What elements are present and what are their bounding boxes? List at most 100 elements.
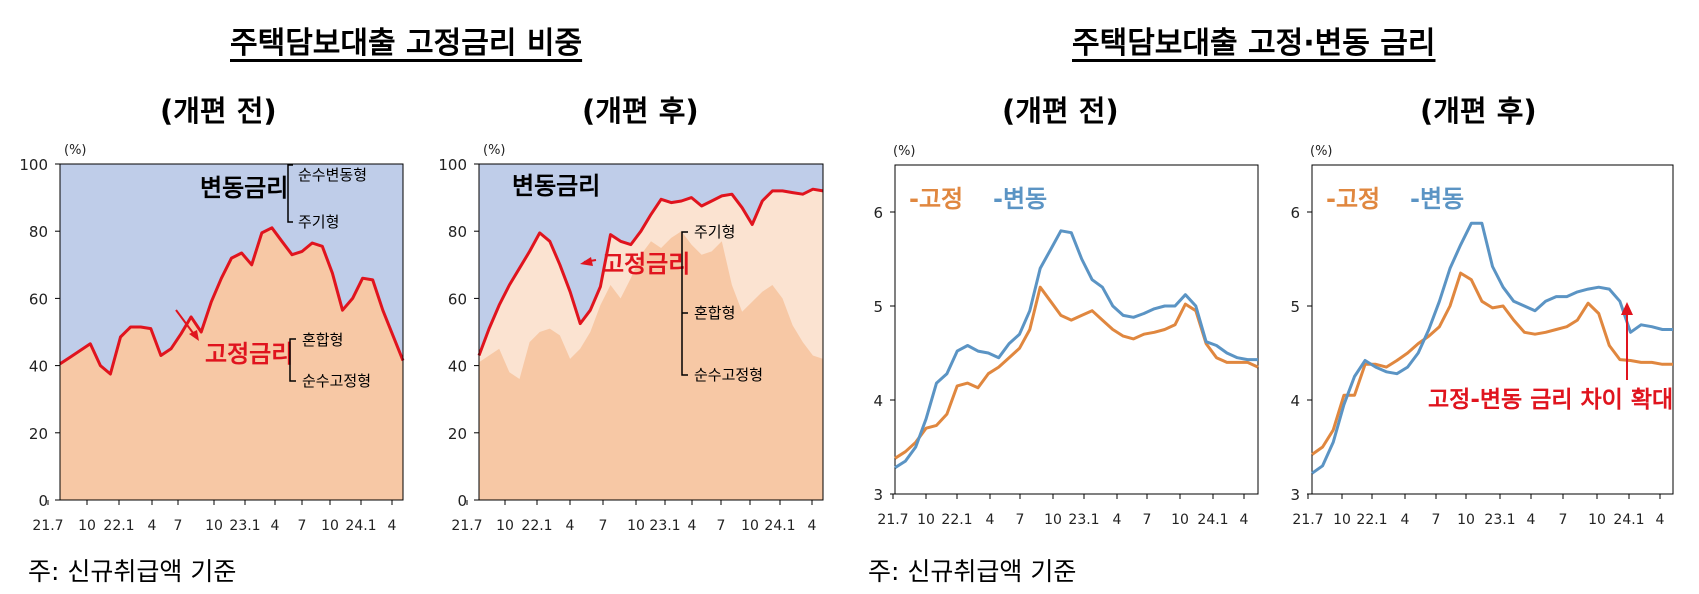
x-tick-label-2: 7 [717, 518, 726, 534]
x-tick-label-1: 7 [174, 518, 183, 534]
y-tick-label-2: 20 [448, 425, 467, 443]
x-tick-label-4: 23.1 [1484, 512, 1515, 528]
x-tick-label-1: 10 [205, 518, 223, 534]
fixed-sub-label-hybrid: 혼합형 [302, 331, 343, 349]
legend-fixed-4: -고정 [1326, 185, 1380, 213]
x-tick-label-4: 7 [1432, 512, 1441, 528]
y-tick-label-2: 100 [438, 156, 467, 174]
x-tick-label-4: 21.7 [1292, 512, 1323, 528]
subtitle-chart2: (개편 후) [582, 94, 699, 128]
y-tick-label-2: 60 [448, 290, 467, 308]
y-tick-label-3: 3 [873, 486, 883, 504]
fixed-rate-share-line [477, 187, 824, 357]
y-tick-label-1: 100 [19, 156, 48, 174]
y-tick-label-1: 40 [29, 358, 48, 376]
y-tick-label-3: 6 [873, 204, 883, 222]
spread-annotation: 고정-변동 금리 차이 확대 [1428, 387, 1673, 413]
x-tick-label-3: 10 [917, 512, 935, 528]
x-tick-label-1: 4 [388, 518, 397, 534]
y-tick-label-4: 6 [1290, 204, 1300, 222]
y-tick-label-1: 0 [38, 492, 48, 510]
x-tick-label-3: 7 [1143, 512, 1152, 528]
fixed-sub-label-cycle-2: 주기형 [694, 223, 735, 241]
fixed-rate-line-3 [894, 285, 1259, 460]
x-tick-label-3: 10 [1171, 512, 1189, 528]
x-tick-label-2: 7 [599, 518, 608, 534]
footnote-right: 주: 신규취급액 기준 [868, 557, 1077, 586]
fixed-rate-label-2: 고정금리 [602, 250, 690, 278]
fixed-label-arrowhead [189, 330, 199, 341]
x-tick-label-1: 4 [271, 518, 280, 534]
x-tick-label-1: 4 [148, 518, 157, 534]
plot-frame-2 [478, 163, 824, 501]
y-tick-label-3: 4 [873, 392, 883, 410]
cycle-type-band [479, 189, 823, 379]
x-tick-label-3: 4 [1113, 512, 1122, 528]
y-tick-label-4: 4 [1290, 392, 1300, 410]
y-tick-label-3: 5 [873, 298, 883, 316]
plot-frame-4 [1311, 164, 1674, 495]
floating-rate-line-3 [894, 229, 1258, 469]
x-tick-label-2: 10 [627, 518, 645, 534]
fixed-rate-area [60, 227, 403, 501]
floating-rate-label-2: 변동금리 [512, 172, 600, 200]
x-tick-label-1: 10 [78, 518, 96, 534]
x-tick-label-2: 4 [566, 518, 575, 534]
y-tick-label-1: 60 [29, 290, 48, 308]
x-tick-label-4: 10 [1588, 512, 1606, 528]
y-tick-label-2: 80 [448, 223, 467, 241]
y-tick-label-1: 80 [29, 223, 48, 241]
y-unit-label-4: (%) [1310, 144, 1333, 159]
x-tick-label-3: 24.1 [1197, 512, 1228, 528]
y-tick-label-4: 3 [1290, 486, 1300, 504]
subtitle-chart4: (개편 후) [1420, 94, 1537, 128]
x-tick-label-1: 22.1 [103, 518, 134, 534]
fixed-rate-share-line [59, 226, 405, 376]
x-tick-label-4: 22.1 [1356, 512, 1387, 528]
y-tick-label-1: 20 [29, 425, 48, 443]
x-tick-label-3: 22.1 [941, 512, 972, 528]
y-unit-label-1: (%) [64, 143, 87, 158]
x-tick-label-2: 4 [688, 518, 697, 534]
x-tick-label-1: 21.7 [32, 518, 63, 534]
floating-sub-label-pure: 순수변동형 [298, 166, 367, 184]
y-tick-label-2: 40 [448, 358, 467, 376]
x-tick-label-4: 4 [1656, 512, 1665, 528]
x-tick-label-3: 7 [1016, 512, 1025, 528]
subtitle-chart3: (개편 전) [1002, 94, 1119, 128]
fixed-sub-bracket [289, 338, 296, 382]
x-tick-label-4: 4 [1527, 512, 1536, 528]
x-tick-label-1: 7 [298, 518, 307, 534]
x-tick-label-2: 10 [496, 518, 514, 534]
legend-fixed-3: -고정 [909, 185, 963, 213]
fixed-rate-label: 고정금리 [205, 340, 293, 368]
x-tick-label-3: 23.1 [1068, 512, 1099, 528]
legend-floating-4: -변동 [1410, 185, 1464, 213]
floating-sub-label-cycle: 주기형 [298, 213, 339, 231]
x-tick-label-4: 10 [1333, 512, 1351, 528]
x-tick-label-3: 10 [1044, 512, 1062, 528]
x-tick-label-4: 4 [1401, 512, 1410, 528]
y-unit-label-2: (%) [483, 143, 506, 158]
legend-floating-3: -변동 [993, 185, 1047, 213]
x-tick-label-2: 10 [741, 518, 759, 534]
floating-rate-line-4 [1311, 221, 1673, 475]
x-tick-label-1: 10 [321, 518, 339, 534]
x-tick-label-4: 24.1 [1613, 512, 1644, 528]
x-tick-label-4: 10 [1457, 512, 1475, 528]
x-tick-label-4: 7 [1559, 512, 1568, 528]
x-tick-label-3: 4 [1240, 512, 1249, 528]
subtitle-chart1: (개편 전) [160, 94, 277, 128]
x-tick-label-2: 23.1 [649, 518, 680, 534]
x-tick-label-3: 21.7 [877, 512, 908, 528]
fixed-label-arrowhead-2 [580, 257, 593, 266]
x-tick-label-2: 24.1 [764, 518, 795, 534]
x-tick-label-1: 24.1 [345, 518, 376, 534]
x-tick-label-3: 4 [986, 512, 995, 528]
fixed-sub-label-pure-2: 순수고정형 [694, 366, 763, 384]
fixed-sub-label-hybrid-2: 혼합형 [694, 304, 735, 322]
x-tick-label-1: 23.1 [229, 518, 260, 534]
y-tick-label-2: 0 [457, 492, 467, 510]
fixed-sub-bracket-2 [681, 231, 688, 376]
